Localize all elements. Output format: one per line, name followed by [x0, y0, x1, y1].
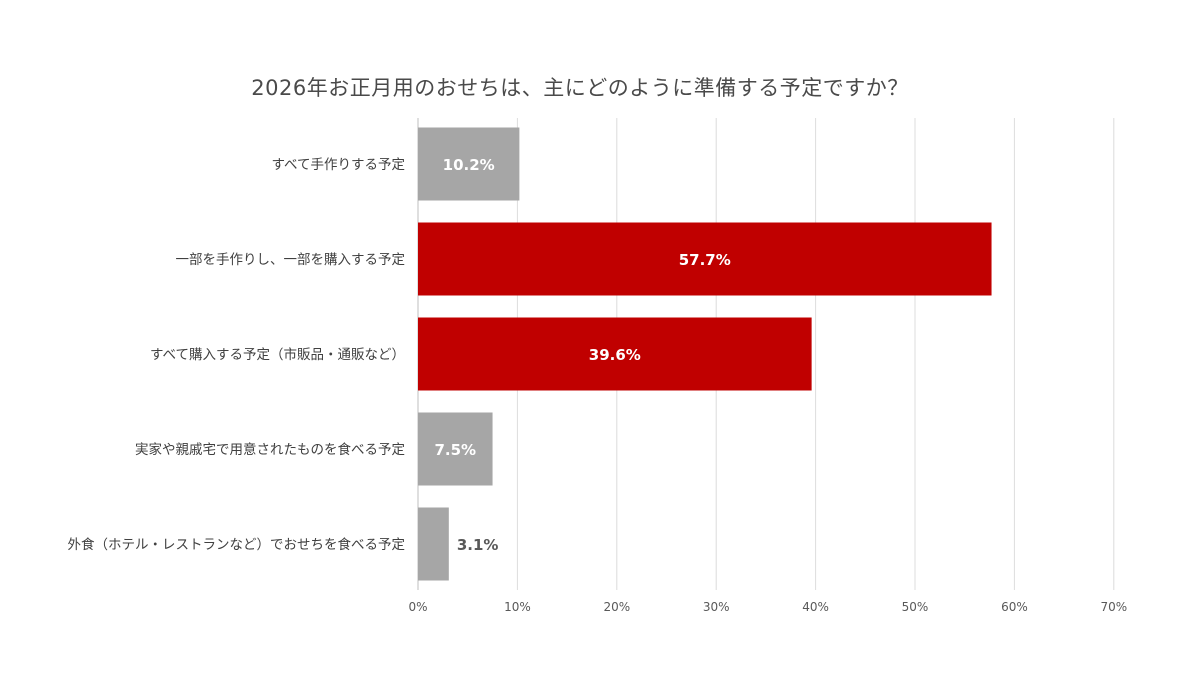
x-tick-label: 70%: [1100, 600, 1127, 614]
data-label: 57.7%: [679, 251, 731, 269]
x-tick-label: 10%: [504, 600, 531, 614]
data-label: 3.1%: [457, 536, 499, 554]
bar: [418, 127, 520, 201]
x-tick-label: 60%: [1001, 600, 1028, 614]
x-tick-label: 30%: [703, 600, 730, 614]
bar: [418, 317, 812, 391]
x-tick-label: 50%: [902, 600, 929, 614]
bar: [418, 222, 992, 296]
category-label: 実家や親戚宅で用意されたものを食べる予定: [135, 441, 405, 458]
x-tick-label: 40%: [802, 600, 829, 614]
bar: [418, 412, 493, 486]
x-tick-label: 0%: [408, 600, 427, 614]
category-label: すべて購入する予定（市販品・通販など）: [150, 346, 405, 363]
x-tick-label: 20%: [603, 600, 630, 614]
category-label: すべて手作りする予定: [271, 157, 405, 173]
chart-title: 2026年お正月用のおせちは、主にどのように準備する予定ですか？: [251, 76, 909, 100]
data-label: 10.2%: [443, 156, 495, 174]
data-label: 7.5%: [434, 441, 476, 459]
category-label: 一部を手作りし、一部を購入する予定: [176, 252, 406, 268]
data-label: 39.6%: [589, 346, 641, 364]
bar: [418, 507, 449, 581]
category-label: 外食（ホテル・レストランなど）でおせちを食べる予定: [68, 536, 406, 553]
